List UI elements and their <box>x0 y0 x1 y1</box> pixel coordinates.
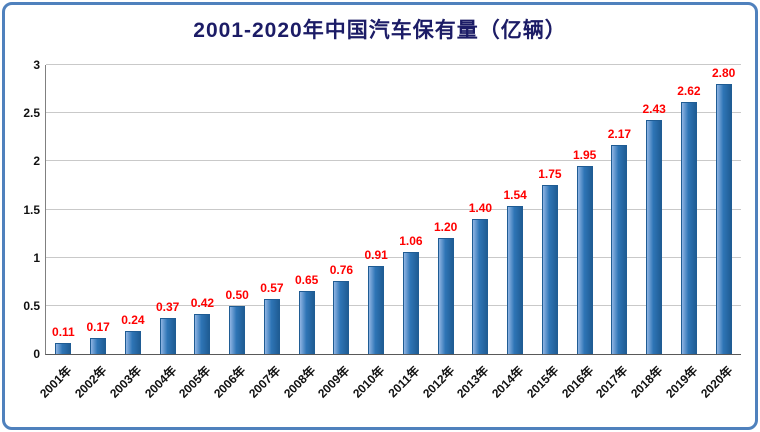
bar-value-label: 0.76 <box>329 262 354 277</box>
plot-area: 0 0.5 1 1.5 2 2.5 3 0.11 2001年 0.17 2002年 0.24 2003年… <box>23 58 741 401</box>
gridline <box>46 64 741 65</box>
bar-value-label: 1.06 <box>399 233 423 248</box>
bar-value-label: 0.65 <box>294 273 319 288</box>
y-tick-label: 1.5 <box>23 202 40 217</box>
chart-title: 2001-2020年中国汽车保有量（亿辆） <box>193 19 567 42</box>
bar <box>55 343 72 354</box>
bar-value-label: 2.43 <box>642 101 666 116</box>
bar-value-label: 0.24 <box>121 312 145 327</box>
gridline <box>46 112 741 114</box>
bar-value-label: 1.20 <box>433 220 458 235</box>
bar-value-label: 0.91 <box>364 248 388 263</box>
bar <box>576 166 593 354</box>
y-tick-label: 2.5 <box>23 106 40 121</box>
y-tick-label: 0.5 <box>23 298 40 313</box>
gridline <box>46 160 741 162</box>
bar <box>611 144 628 354</box>
bar <box>333 280 350 354</box>
bar-value-label: 2.17 <box>607 126 632 141</box>
y-tick-label: 3 <box>33 58 40 72</box>
bar <box>680 101 697 354</box>
bar <box>263 299 280 354</box>
bar-value-label: 0.42 <box>190 295 215 310</box>
bar <box>472 219 489 354</box>
bar <box>194 313 211 354</box>
bar <box>715 84 732 354</box>
gridline <box>46 256 741 258</box>
bar <box>298 291 315 354</box>
bar-value-label: 0.17 <box>86 319 110 334</box>
bar-value-label: 0.11 <box>52 325 75 340</box>
bar <box>541 185 558 354</box>
bar <box>437 238 454 354</box>
bar-value-label: 2.62 <box>677 83 701 98</box>
bar <box>159 318 176 354</box>
bar <box>646 119 663 354</box>
bar-value-label: 1.95 <box>572 148 597 163</box>
bar-value-label: 1.54 <box>503 187 527 202</box>
bar <box>229 305 246 354</box>
bar-value-label: 1.40 <box>468 201 493 216</box>
bar <box>368 266 385 354</box>
bar-value-label: 2.80 <box>711 66 736 81</box>
y-tick-label: 2 <box>33 154 40 169</box>
bar <box>507 205 524 354</box>
bar-value-label: 0.57 <box>260 281 284 296</box>
bar <box>402 251 419 354</box>
bar-value-label: 0.37 <box>155 300 180 315</box>
bar-value-label: 1.75 <box>538 167 562 182</box>
gridline <box>46 304 741 306</box>
y-tick-label: 0 <box>33 347 40 361</box>
bar-value-label: 0.50 <box>225 287 249 302</box>
bar <box>90 337 107 354</box>
gridline <box>46 208 741 210</box>
y-tick-label: 1 <box>33 250 40 265</box>
bar <box>124 330 141 354</box>
